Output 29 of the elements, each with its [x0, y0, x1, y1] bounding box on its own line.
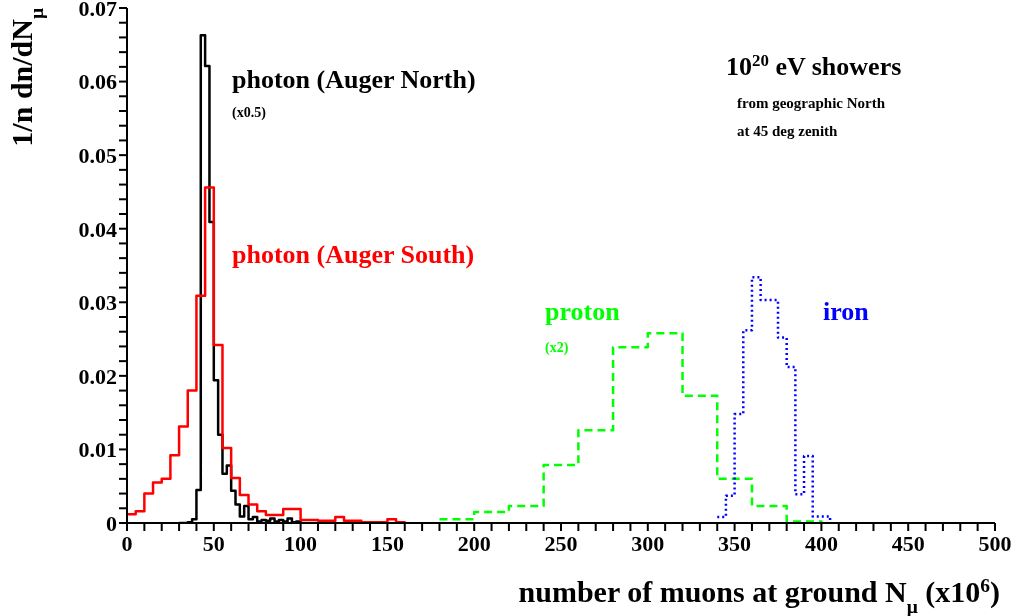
annotation: 10$^{20}$ eV showers	[726, 50, 902, 81]
y-tick-label: 0	[106, 510, 117, 536]
y-tick-label: 0.05	[78, 142, 117, 168]
series-label: proton	[545, 297, 621, 326]
annotation: at 45 deg zenith	[737, 123, 839, 139]
x-tick-label: 350	[718, 530, 752, 556]
annotation: from geographic North	[737, 95, 886, 111]
x-tick-label: 200	[457, 530, 491, 556]
x-tick-label: 0	[121, 530, 133, 556]
x-tick-label: 100	[284, 530, 318, 556]
y-tick-label: 0.07	[78, 0, 117, 21]
series-label: photon (Auger South)	[232, 240, 475, 269]
y-tick-label: 0.04	[78, 216, 117, 242]
x-tick-label: 150	[370, 530, 404, 556]
y-tick-label: 0.03	[78, 290, 117, 316]
series-label: iron	[823, 297, 870, 326]
annotation: (x2)	[545, 340, 569, 356]
x-tick-label: 500	[978, 530, 1012, 556]
y-tick-label: 0.02	[78, 363, 117, 389]
x-tick-label: 400	[804, 530, 838, 556]
series-label: photon (Auger North)	[232, 65, 476, 94]
x-tick-label: 50	[202, 530, 225, 556]
y-tick-label: 0.06	[78, 69, 117, 95]
x-tick-label: 300	[631, 530, 665, 556]
y-tick-label: 0.01	[78, 437, 117, 463]
x-axis-title: number of muons at ground N$_{μ}$ (x10$^{6}$)	[518, 574, 1000, 616]
x-tick-label: 450	[891, 530, 925, 556]
x-tick-label: 250	[544, 530, 578, 556]
annotation: (x0.5)	[232, 105, 267, 121]
